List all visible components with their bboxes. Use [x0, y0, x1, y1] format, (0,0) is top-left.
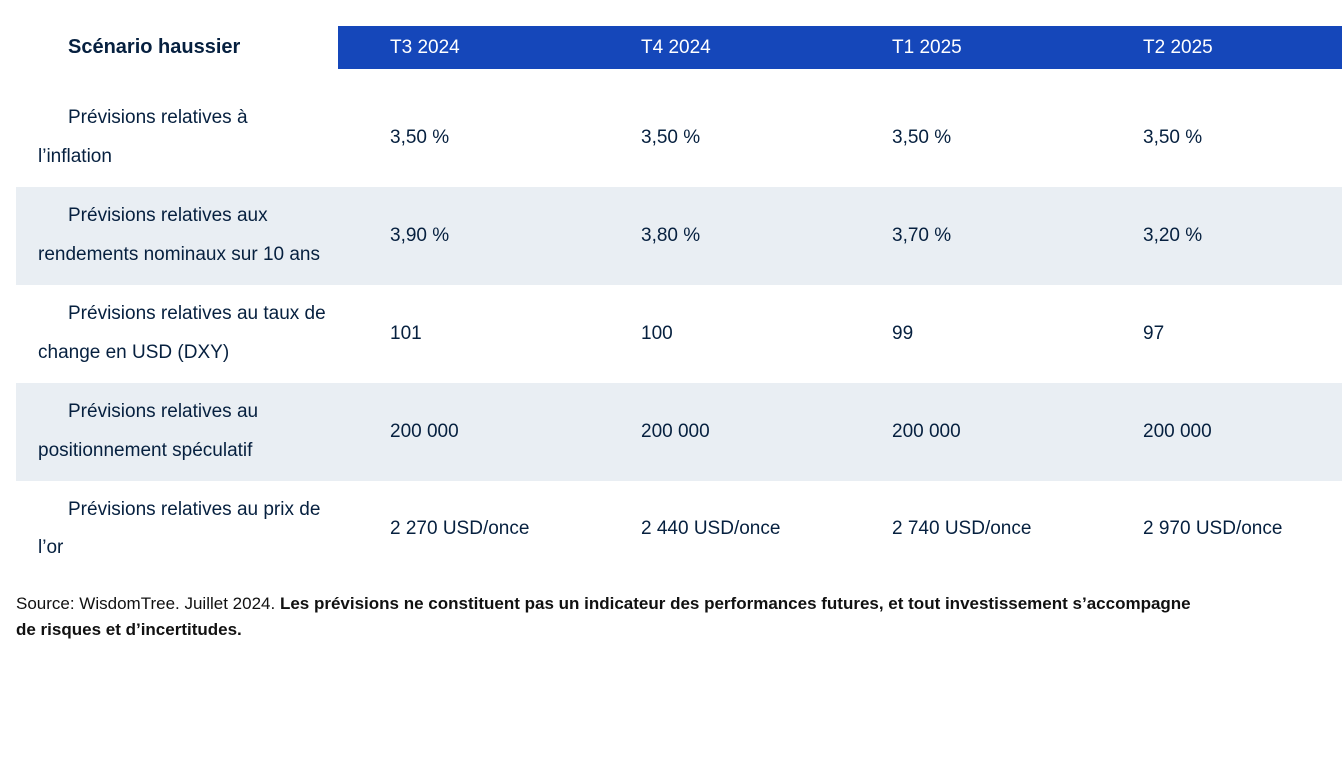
row-label: Prévisions relatives au positionnement s… [38, 400, 259, 461]
row-label: Prévisions relatives au taux de change e… [38, 302, 326, 363]
row-value: 3,50 % [390, 126, 450, 148]
column-header-t3-2024: T3 2024 [338, 26, 589, 69]
table-body: Prévisions relatives à l’inflation 3,50 … [16, 89, 1342, 578]
column-header-t1-2025: T1 2025 [840, 26, 1091, 69]
row-value: 3,80 % [641, 224, 701, 246]
row-value: 99 [892, 322, 914, 344]
row-label: Prévisions relatives à l’inflation [38, 107, 248, 167]
source-note-disclaimer: Les prévisions ne constituent pas un ind… [16, 594, 1191, 639]
row-value: 3,90 % [390, 224, 450, 246]
row-label: Prévisions relatives aux rendements nomi… [38, 204, 320, 265]
row-value: 2 270 USD/once [390, 518, 530, 540]
row-value: 2 970 USD/once [1143, 518, 1283, 540]
row-value: 3,50 % [1143, 126, 1203, 148]
source-note: Source: WisdomTree. Juillet 2024. Les pr… [16, 591, 1196, 642]
row-value: 3,70 % [892, 224, 952, 246]
table-row-rendements: Prévisions relatives aux rendements nomi… [16, 186, 1342, 285]
row-value: 3,50 % [641, 126, 701, 148]
row-value: 200 000 [892, 420, 961, 442]
row-value: 3,20 % [1143, 224, 1203, 246]
table-row-positionnement: Prévisions relatives au positionnement s… [16, 382, 1342, 481]
table-row-dxy: Prévisions relatives au taux de change e… [16, 285, 1342, 383]
row-label: Prévisions relatives au prix de l’or [38, 498, 321, 559]
row-value: 2 740 USD/once [892, 518, 1032, 540]
table-row-inflation: Prévisions relatives à l’inflation 3,50 … [16, 89, 1342, 187]
source-note-normal: Source: WisdomTree. Juillet 2024. [16, 594, 280, 614]
row-value: 200 000 [1143, 420, 1212, 442]
row-value: 200 000 [390, 420, 459, 442]
forecast-table: Scénario haussier T3 2024 T4 2024 T1 202… [16, 26, 1342, 642]
row-value: 100 [641, 322, 673, 344]
row-value: 3,50 % [892, 126, 952, 148]
table-title: Scénario haussier [16, 26, 338, 69]
row-value: 2 440 USD/once [641, 518, 781, 540]
table-header-row: Scénario haussier T3 2024 T4 2024 T1 202… [16, 26, 1342, 69]
table-row-prix-or: Prévisions relatives au prix de l’or 2 2… [16, 481, 1342, 579]
row-value: 200 000 [641, 420, 710, 442]
row-value: 97 [1143, 322, 1165, 344]
row-value: 101 [390, 322, 422, 344]
column-header-t4-2024: T4 2024 [589, 26, 840, 69]
column-header-t2-2025: T2 2025 [1091, 26, 1342, 69]
